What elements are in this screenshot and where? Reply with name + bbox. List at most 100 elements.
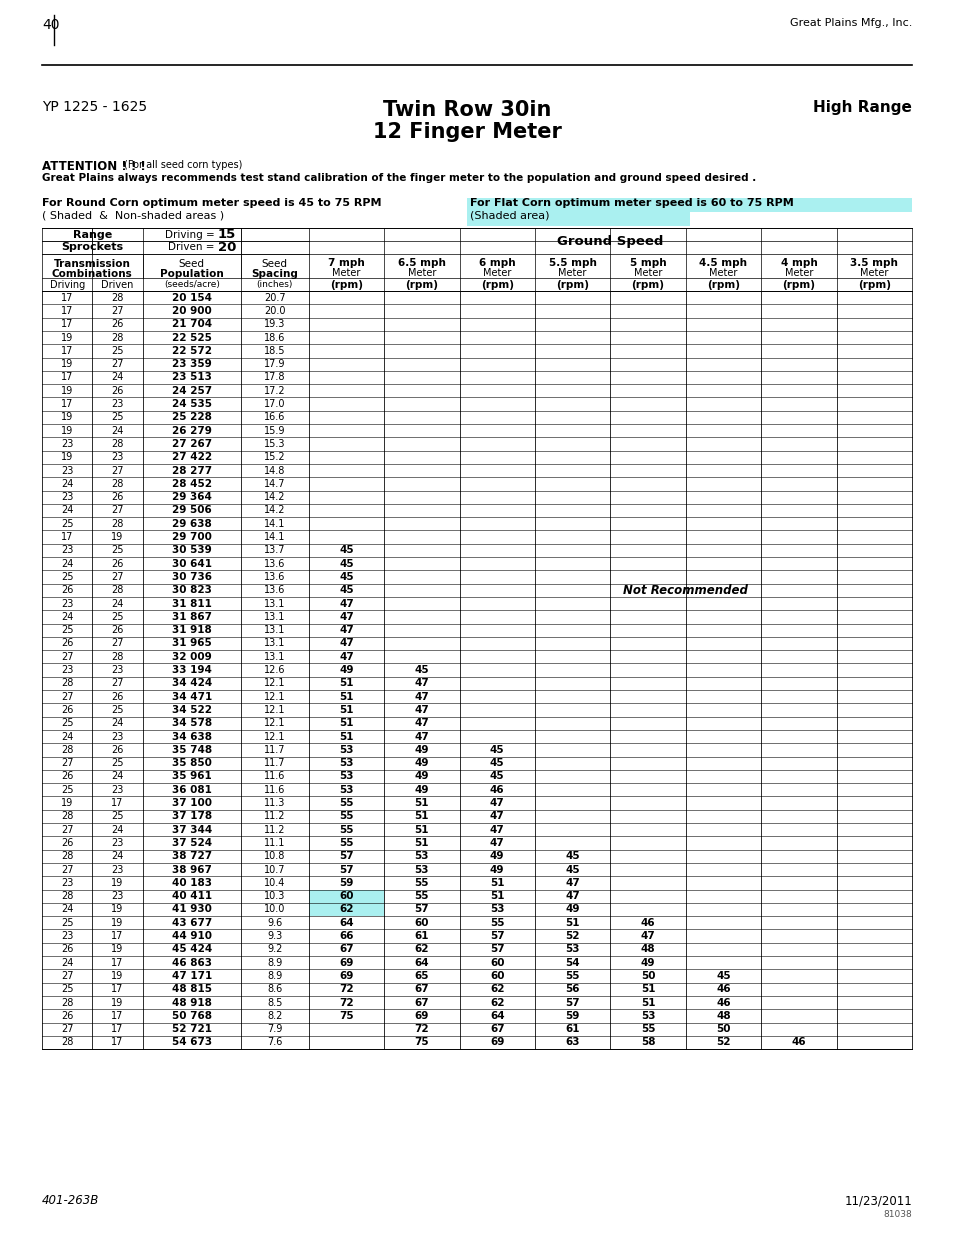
Text: 28: 28 (61, 1037, 73, 1047)
Text: 53: 53 (490, 904, 504, 914)
Text: 59: 59 (565, 1011, 579, 1021)
Text: 48 918: 48 918 (172, 998, 212, 1008)
Text: Driven: Driven (101, 279, 133, 289)
Text: 51: 51 (338, 705, 354, 715)
Text: 24: 24 (61, 505, 73, 515)
Text: 17: 17 (61, 320, 73, 330)
Text: 17: 17 (112, 1011, 124, 1021)
Text: 11.6: 11.6 (264, 772, 285, 782)
Text: 25: 25 (61, 984, 73, 994)
Text: 29 364: 29 364 (172, 493, 212, 503)
Text: 30 641: 30 641 (172, 558, 212, 568)
Text: 60: 60 (415, 918, 429, 927)
Text: 69: 69 (490, 1037, 504, 1047)
Text: Meter: Meter (482, 268, 511, 278)
Text: 10.8: 10.8 (264, 851, 285, 861)
Text: 53: 53 (640, 1011, 655, 1021)
Text: 23: 23 (61, 878, 73, 888)
Text: 29 506: 29 506 (172, 505, 212, 515)
Text: 54 673: 54 673 (172, 1037, 212, 1047)
Text: Not Recommended: Not Recommended (622, 584, 747, 597)
Text: 48: 48 (640, 945, 655, 955)
Text: 11.1: 11.1 (264, 839, 285, 848)
Text: 60: 60 (490, 957, 504, 968)
Text: 38 967: 38 967 (172, 864, 212, 874)
Text: 25: 25 (61, 519, 73, 529)
Text: 24: 24 (112, 851, 124, 861)
Text: 27: 27 (61, 825, 73, 835)
Text: 23: 23 (61, 666, 73, 676)
Text: 19: 19 (61, 359, 73, 369)
Text: (Shaded area): (Shaded area) (470, 211, 549, 221)
Text: 3.5 mph: 3.5 mph (849, 258, 898, 268)
Text: 48 815: 48 815 (172, 984, 212, 994)
Text: 23: 23 (61, 546, 73, 556)
Text: 46: 46 (716, 984, 730, 994)
Text: 27: 27 (112, 505, 124, 515)
Text: 54: 54 (565, 957, 579, 968)
Text: 401-263B: 401-263B (42, 1194, 99, 1207)
Text: 8.2: 8.2 (267, 1011, 282, 1021)
Text: 24: 24 (112, 719, 124, 729)
Text: 64: 64 (490, 1011, 504, 1021)
Text: 51: 51 (415, 798, 429, 808)
Text: 35 748: 35 748 (172, 745, 212, 755)
Text: 18.6: 18.6 (264, 332, 285, 342)
Text: 27: 27 (61, 652, 73, 662)
Text: 12.1: 12.1 (264, 705, 285, 715)
Text: 27 422: 27 422 (172, 452, 212, 462)
Text: 12.1: 12.1 (264, 678, 285, 688)
Text: 40 183: 40 183 (172, 878, 212, 888)
Text: 67: 67 (338, 945, 354, 955)
Text: 19: 19 (61, 798, 73, 808)
Text: 15.9: 15.9 (264, 426, 285, 436)
Text: 62: 62 (338, 904, 354, 914)
Text: 19: 19 (61, 332, 73, 342)
Text: 7.9: 7.9 (267, 1024, 282, 1034)
Text: 24: 24 (61, 731, 73, 741)
Text: 27: 27 (112, 359, 124, 369)
Text: 22 572: 22 572 (172, 346, 212, 356)
Text: 46: 46 (791, 1037, 805, 1047)
Text: Driving =: Driving = (165, 230, 217, 240)
Text: 10.4: 10.4 (264, 878, 285, 888)
Text: 30 736: 30 736 (172, 572, 212, 582)
Text: 9.3: 9.3 (267, 931, 282, 941)
Text: 28: 28 (112, 519, 124, 529)
Text: 24: 24 (112, 825, 124, 835)
Text: 67: 67 (490, 1024, 504, 1034)
Text: 57: 57 (414, 904, 429, 914)
Text: 51: 51 (415, 825, 429, 835)
Text: 37 524: 37 524 (172, 839, 212, 848)
Text: (rpm): (rpm) (330, 279, 362, 289)
Bar (309, 903, 384, 916)
Text: 45: 45 (490, 772, 504, 782)
Text: 29 700: 29 700 (172, 532, 212, 542)
Text: 62: 62 (490, 984, 504, 994)
Text: 27: 27 (61, 864, 73, 874)
Text: 51: 51 (640, 998, 655, 1008)
Text: 47: 47 (565, 892, 579, 902)
Text: 49: 49 (415, 758, 429, 768)
Text: 40 411: 40 411 (172, 892, 212, 902)
Text: 47: 47 (640, 931, 655, 941)
Text: 67: 67 (414, 984, 429, 994)
Text: 35 961: 35 961 (172, 772, 212, 782)
Text: 20 154: 20 154 (172, 293, 212, 303)
Text: Meter: Meter (407, 268, 436, 278)
Text: 14.1: 14.1 (264, 519, 285, 529)
Text: 48: 48 (716, 1011, 730, 1021)
Text: 53: 53 (338, 772, 354, 782)
Text: Great Plains always recommends test stand calibration of the finger meter to the: Great Plains always recommends test stan… (42, 173, 756, 183)
Text: 27: 27 (112, 638, 124, 648)
Text: 20.0: 20.0 (264, 306, 285, 316)
Text: 24: 24 (61, 957, 73, 968)
Text: 19: 19 (112, 971, 123, 981)
Text: 50: 50 (640, 971, 655, 981)
Text: 75: 75 (414, 1037, 429, 1047)
Text: 23: 23 (61, 931, 73, 941)
Text: 23: 23 (61, 438, 73, 450)
Text: 37 344: 37 344 (172, 825, 212, 835)
Text: Seed: Seed (261, 259, 288, 269)
Text: 35 850: 35 850 (172, 758, 212, 768)
